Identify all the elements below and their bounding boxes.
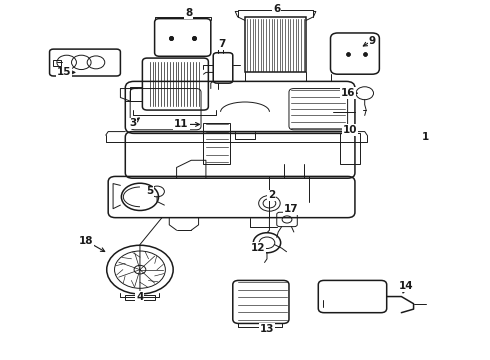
Text: 7: 7 (219, 40, 226, 49)
Text: 10: 10 (343, 125, 357, 135)
Text: 12: 12 (251, 243, 266, 253)
Bar (245, 17, 306, 72)
Circle shape (134, 265, 146, 274)
Text: 15: 15 (57, 67, 72, 77)
Bar (125, 295, 155, 300)
Bar (203, 123, 230, 164)
Text: 2: 2 (268, 190, 275, 201)
Text: 9: 9 (368, 36, 376, 46)
Text: 6: 6 (273, 4, 280, 14)
Bar (53, 59, 61, 66)
Text: 13: 13 (260, 324, 274, 334)
Text: 1: 1 (422, 132, 429, 142)
Text: 4: 4 (136, 292, 144, 302)
Bar (340, 134, 360, 164)
Text: 5: 5 (146, 186, 153, 197)
Text: 18: 18 (79, 236, 94, 246)
Text: 11: 11 (174, 120, 189, 129)
Text: 14: 14 (399, 281, 414, 291)
Text: 16: 16 (341, 88, 355, 98)
Text: 8: 8 (185, 8, 193, 18)
Text: 17: 17 (284, 204, 299, 214)
Text: 3: 3 (129, 118, 136, 128)
